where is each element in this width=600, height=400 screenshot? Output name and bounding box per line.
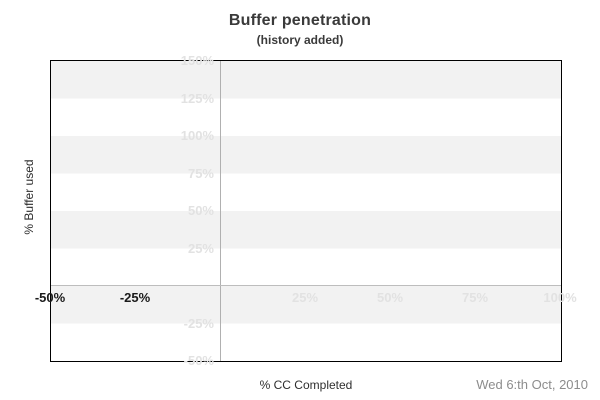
x-tick-label: -25% <box>119 290 151 305</box>
zero-y-gridline <box>51 285 561 286</box>
x-tick-label: -50% <box>34 290 66 305</box>
zero-x-gridline <box>220 61 221 361</box>
x-tick-label: 75% <box>461 290 489 305</box>
y-tick-label: 75% <box>187 165 214 181</box>
y-tick-label: 100% <box>180 128 214 143</box>
y-tick-label: 125% <box>180 90 214 106</box>
y-tick-label: -50% <box>183 353 214 368</box>
y-tick-label: -25% <box>183 315 214 331</box>
x-tick-label: 50% <box>376 290 404 305</box>
x-tick-label: 100% <box>543 290 577 305</box>
y-tick-label: 150% <box>180 53 214 68</box>
y-axis-title: % Buffer used <box>22 159 36 235</box>
y-tick-label: 50% <box>187 203 214 218</box>
date-annotation: Wed 6:th Oct, 2010 <box>476 377 588 392</box>
x-axis-title: % CC Completed <box>259 378 353 392</box>
chart-subtitle: (history added) <box>256 33 344 47</box>
plot-area: 150% 125% 100% 75% 50% 25% -25% -50% -50… <box>35 54 577 368</box>
x-tick-label: 25% <box>291 290 319 305</box>
chart-title: Buffer penetration <box>228 12 372 29</box>
y-tick-label: 25% <box>187 240 214 256</box>
